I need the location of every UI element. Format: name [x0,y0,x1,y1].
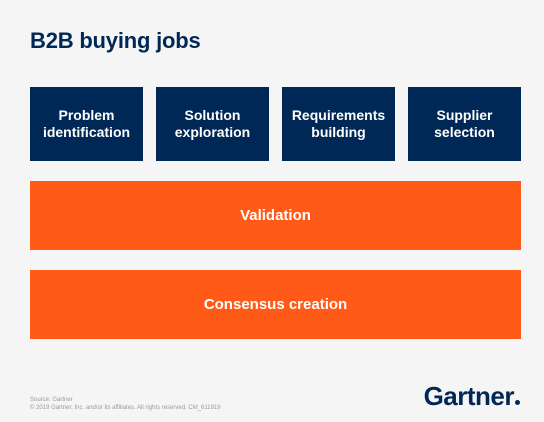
job-label: Requirements building [291,107,386,140]
validation-label: Validation [240,207,311,224]
buying-jobs-row: Problem identification Solution explorat… [30,87,521,161]
job-supplier-selection: Supplier selection [408,87,521,161]
consensus-creation-label: Consensus creation [203,296,348,313]
gartner-logo: Gartner [424,382,520,410]
source-text: Source: Gartner [30,397,73,403]
job-label: Problem identification [42,107,131,140]
copyright-text: © 2019 Gartner, Inc. and/or its affiliat… [30,405,221,411]
logo-dot-icon [515,400,520,405]
footer-note: Source: Gartner © 2019 Gartner, Inc. and… [30,396,221,412]
page-title: B2B buying jobs [30,28,201,53]
job-label: Supplier selection [434,107,495,140]
validation-bar: Validation [30,181,521,250]
job-label: Solution exploration [174,107,251,140]
consensus-creation-bar: Consensus creation [30,270,521,339]
job-solution-exploration: Solution exploration [156,87,269,161]
job-problem-identification: Problem identification [30,87,143,161]
logo-text: Gartner [423,381,515,411]
job-requirements-building: Requirements building [282,87,395,161]
